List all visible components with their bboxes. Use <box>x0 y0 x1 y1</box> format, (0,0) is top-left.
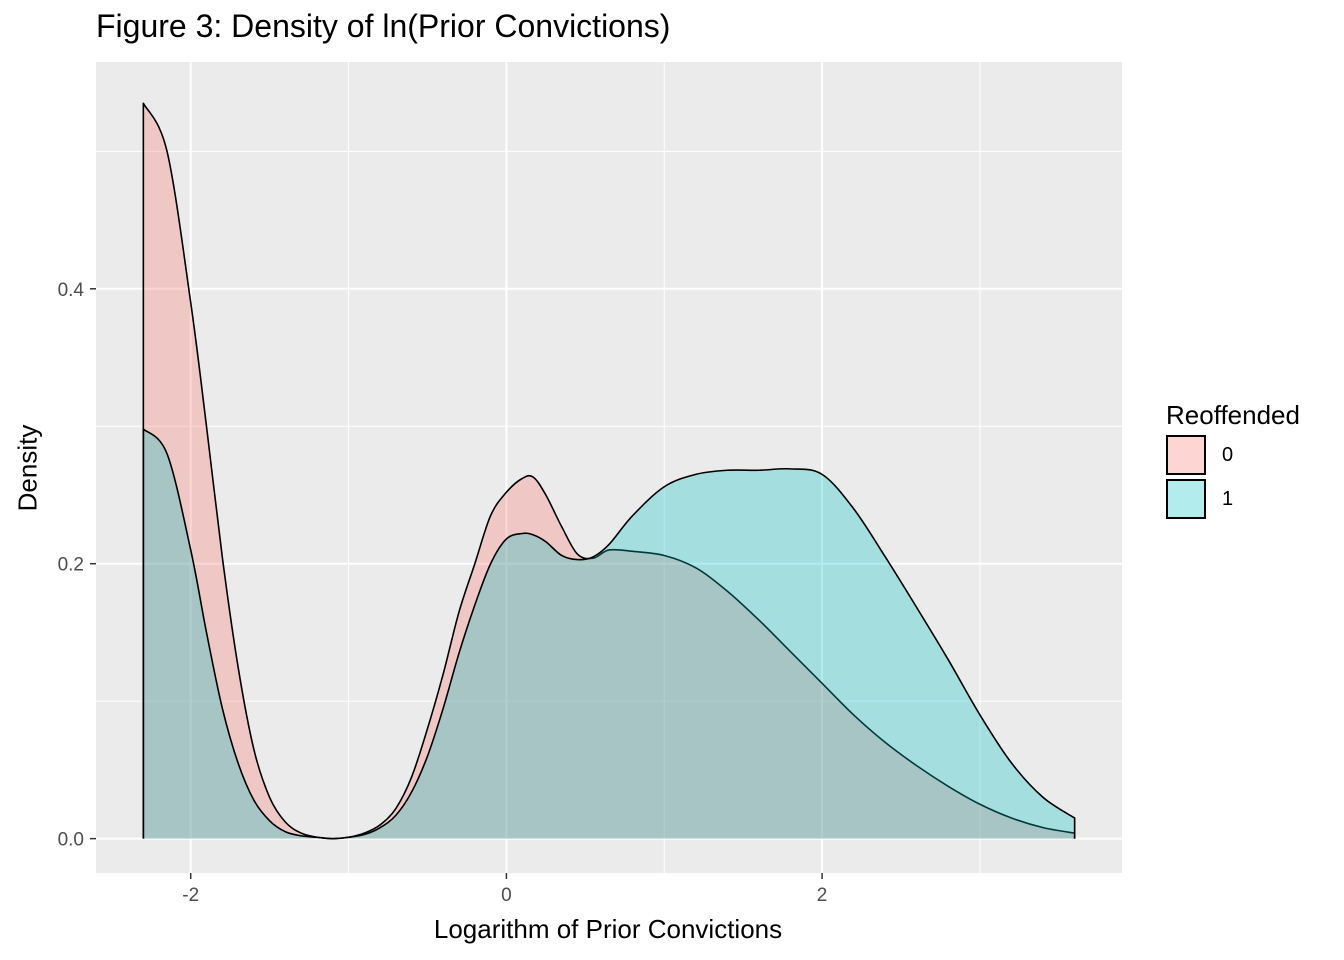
legend-label-0: 0 <box>1222 443 1234 466</box>
legend-title: Reoffended <box>1166 400 1300 430</box>
x-tick-label: -2 <box>182 885 199 906</box>
legend-item-0: 0 <box>1166 435 1300 475</box>
density-area-series-1 <box>143 429 1075 839</box>
x-axis-ticks: -2 0 2 <box>182 873 827 906</box>
density-areas <box>142 102 1076 840</box>
x-axis-label: Logarithm of Prior Convictions <box>433 914 783 944</box>
legend: Reoffended 0 1 <box>1166 400 1300 519</box>
plot-panel <box>96 62 1122 873</box>
minor-gridlines <box>96 62 1122 873</box>
y-tick-label: 0.4 <box>58 280 85 301</box>
x-tick-label: 0 <box>501 885 512 906</box>
y-axis-label: Density <box>12 424 43 512</box>
density-line-series-0 <box>142 102 1076 840</box>
legend-key-1 <box>1166 479 1206 519</box>
y-tick-label: 0.2 <box>58 555 84 576</box>
major-gridlines <box>96 62 1122 873</box>
legend-item-1: 1 <box>1166 479 1300 519</box>
density-line-series-1 <box>142 428 1076 840</box>
y-tick-label: 0.0 <box>58 830 84 851</box>
chart-title: Figure 3: Density of ln(Prior Conviction… <box>96 8 671 44</box>
x-tick-label: 2 <box>817 885 828 906</box>
y-axis-ticks: 0.0 0.2 0.4 <box>58 280 96 851</box>
legend-label-1: 1 <box>1222 487 1234 510</box>
legend-key-0 <box>1166 435 1206 475</box>
density-area-series-0 <box>143 103 1075 839</box>
